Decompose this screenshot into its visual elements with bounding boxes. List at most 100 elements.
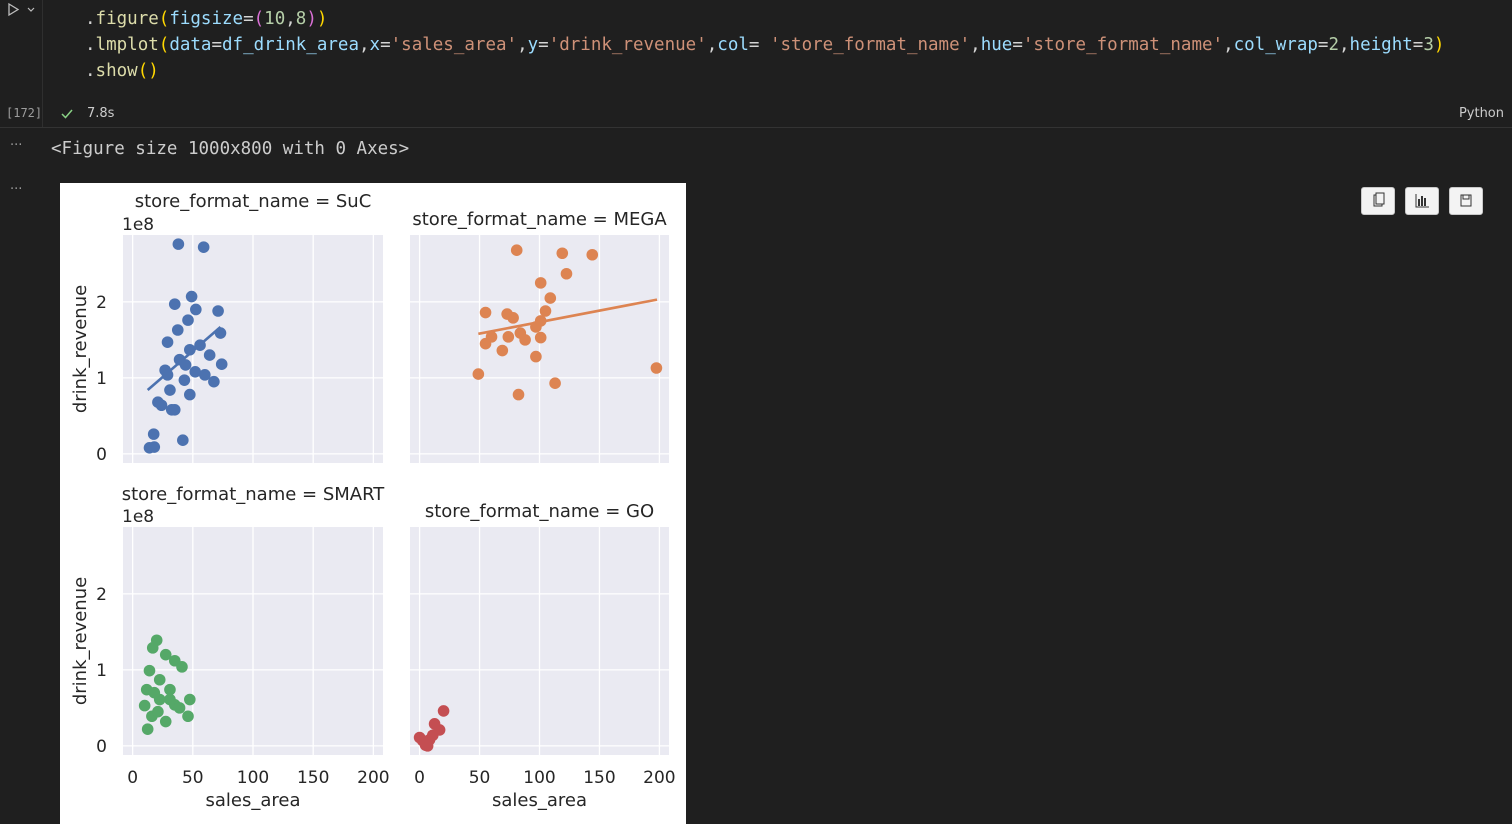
code-token: figsize [169,9,244,29]
code-token: , [285,9,296,29]
point [164,384,176,396]
point [179,359,192,371]
point [152,705,164,718]
point [161,336,174,348]
code-token: col [717,35,749,55]
code-line: .show() [85,60,159,82]
code-token: , [517,35,528,55]
point [148,441,161,453]
point [586,248,599,261]
panel-title: store_format_name = MEGA [412,209,667,230]
point [164,693,176,706]
code-token: () [137,61,159,81]
code-token: . [85,61,96,81]
point [171,324,184,336]
code-token: hue [980,35,1013,55]
point [184,388,196,401]
panel-title: store_format_name = SMART [122,484,386,505]
run-button[interactable] [6,2,40,18]
x-tick-label: 100 [523,768,555,788]
output-marker[interactable]: ... [10,178,23,193]
output-marker[interactable]: ... [10,134,23,149]
x-tick-label: 100 [237,768,269,788]
point [155,399,168,412]
copy-button[interactable] [1361,187,1395,215]
code-token: ) [316,9,328,29]
x-tick-label: 50 [469,768,491,788]
point [178,374,191,386]
x-tick-label: 150 [583,768,615,788]
code-token: = [538,35,549,55]
code-token: data [169,35,212,55]
point [203,349,216,361]
code-token: , [706,35,718,55]
code-line: .figure(figsize=(10,8)) [85,8,327,30]
point [153,673,166,686]
code-token: ) [1433,35,1445,55]
code-token: , [358,35,370,55]
point [496,344,509,357]
output-text: <Figure size 1000x800 with 0 Axes> [51,139,410,159]
code-token: figure [95,9,159,29]
point [507,312,519,324]
plot-icon [1415,194,1429,208]
x-tick-label: 0 [414,768,425,788]
code-token: 'store_format_name' [769,35,971,55]
gutter-divider [42,0,43,127]
code-token: = [1012,35,1023,55]
point [176,661,188,673]
code-token: df_drink_area [222,35,359,55]
code-token: = [1317,35,1329,55]
point [168,298,181,310]
point [534,331,547,344]
y-tick-label: 1 [96,661,107,681]
point [556,247,569,260]
code-token: , [970,35,981,55]
code-token: = [211,35,223,55]
x-tick-label: 0 [127,768,138,788]
y-axis-label: drink_revenue [70,285,91,413]
point [182,710,194,723]
x-tick-label: 200 [643,768,675,788]
code-token: = [1412,35,1424,55]
point [159,648,172,661]
x-tick-label: 200 [357,768,389,788]
point [208,375,220,388]
y-tick-label: 2 [96,293,107,313]
code-token: x [369,35,381,55]
point [184,693,196,706]
save-icon [1460,194,1472,207]
y-tick-label: 0 [96,737,107,757]
y-axis-label: drink_revenue [70,577,91,705]
point [182,314,194,326]
point [502,331,515,343]
trend-line [146,325,222,392]
code-token: ( [158,9,170,29]
point [138,699,151,712]
code-token: 'drink_revenue' [548,35,707,55]
y-tick-label: 2 [96,585,107,605]
point [534,277,547,289]
language: Python [1458,106,1504,121]
point [479,306,492,319]
point [560,267,573,280]
code-token: = [243,9,254,29]
code-token: lmplot [95,35,159,55]
point [215,358,228,370]
code-token: 'sales_area' [390,35,518,55]
x-tick-label: 50 [182,768,204,788]
point [530,350,542,363]
point [147,428,160,440]
point [426,729,439,742]
point [437,705,450,717]
save-button[interactable] [1449,187,1483,215]
point [185,290,198,303]
plot-button[interactable] [1405,187,1439,215]
code-token: show [95,61,138,81]
code-token: ( [253,9,265,29]
panel-title: store_format_name = SuC [135,191,372,212]
execution-count: [172] [6,106,43,120]
point [165,404,178,416]
point [212,305,224,317]
